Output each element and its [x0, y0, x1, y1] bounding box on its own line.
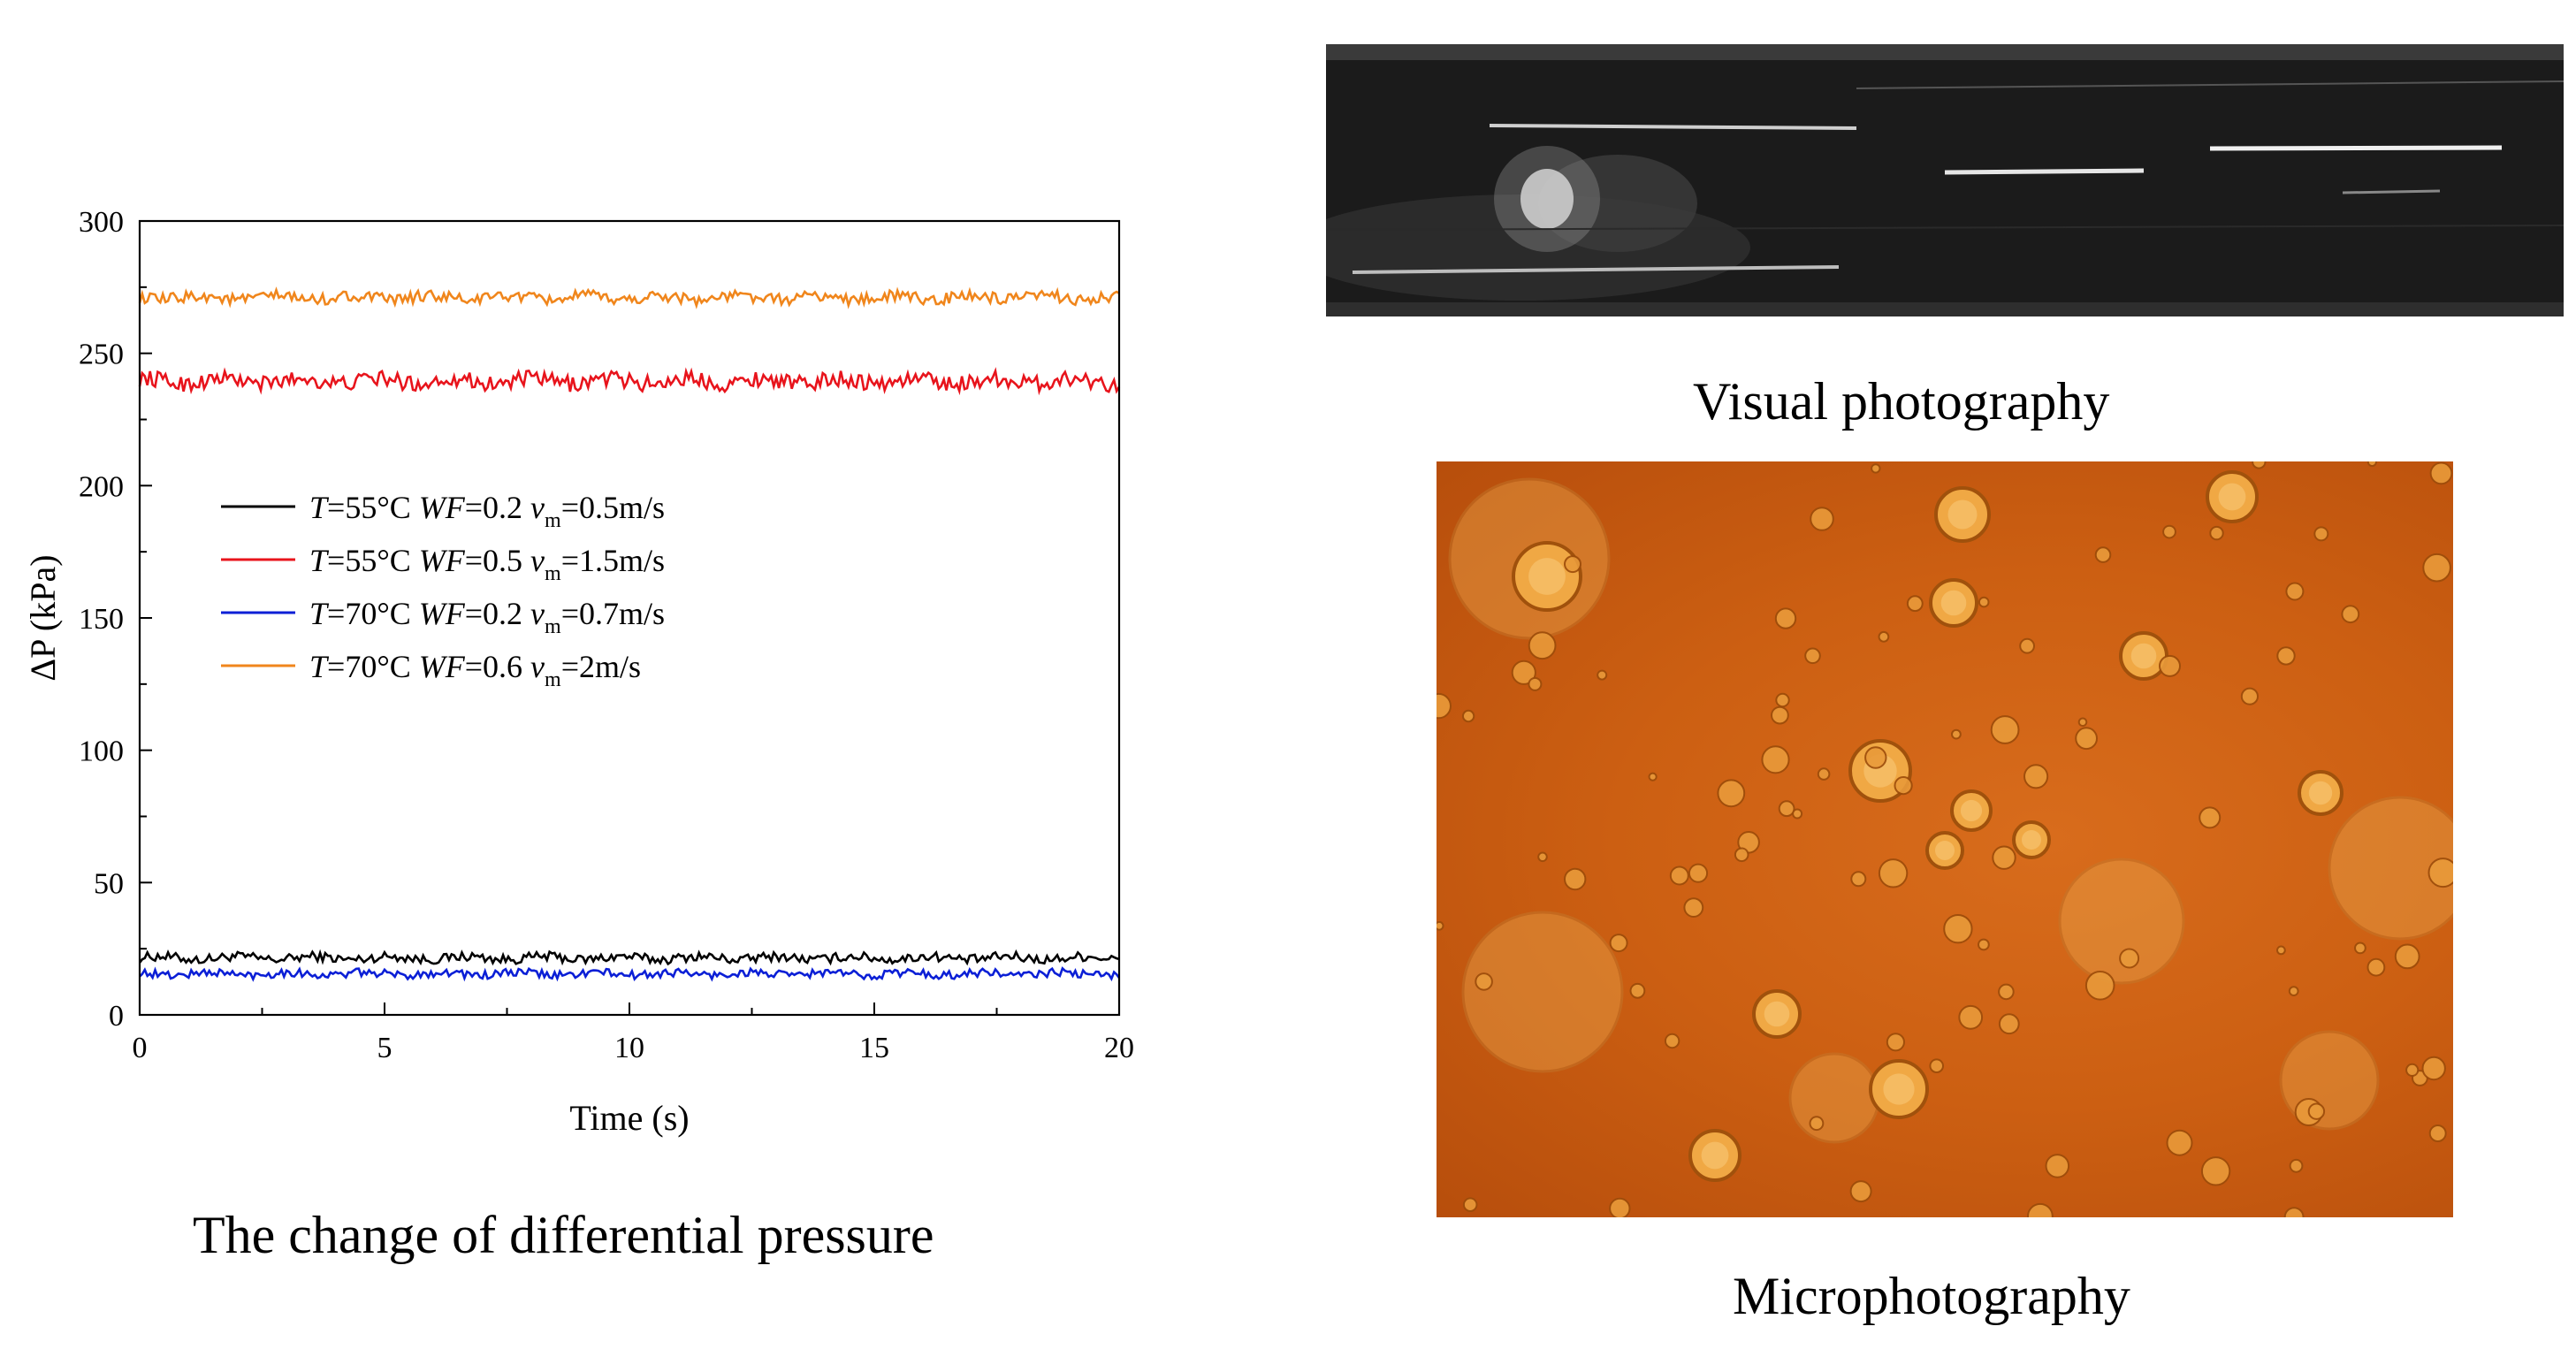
chart-caption: The change of differential pressure [193, 1206, 934, 1264]
legend-entry-2: T=55°C WF=0.5 vm=1.5m/s [309, 543, 665, 585]
y-tick-label: 50 [94, 867, 124, 900]
y-axis-label: ΔP (kPa) [23, 554, 63, 681]
y-tick-label: 200 [79, 470, 124, 503]
x-tick-label: 20 [1104, 1032, 1134, 1064]
x-tick-label: 5 [377, 1032, 392, 1064]
droplet-micrograph [1437, 461, 2453, 1217]
y-tick-label: 100 [79, 736, 124, 768]
series-line-1 [138, 949, 1120, 966]
x-axis-label: Time (s) [569, 1098, 689, 1138]
legend-entry-1: T=55°C WF=0.2 vm=0.5m/s [309, 490, 665, 532]
y-tick-label: 150 [79, 603, 124, 636]
series-line-4 [138, 286, 1120, 309]
series-line-2 [138, 367, 1121, 396]
x-tick-label: 0 [133, 1032, 148, 1064]
y-tick-label: 300 [79, 206, 124, 239]
visual-caption: Visual photography [1693, 372, 2110, 431]
x-tick-label: 15 [859, 1032, 889, 1064]
series-line-3 [139, 966, 1121, 982]
legend-entry-3: T=70°C WF=0.2 vm=0.7m/s [309, 596, 665, 638]
micro-caption: Microphotography [1733, 1267, 2130, 1325]
y-tick-label: 0 [109, 1000, 124, 1033]
legend-entry-4: T=70°C WF=0.6 vm=2m/s [309, 649, 641, 691]
y-tick-label: 250 [79, 339, 124, 371]
x-tick-label: 10 [614, 1032, 644, 1064]
tube-flow-photo [1326, 44, 2564, 316]
